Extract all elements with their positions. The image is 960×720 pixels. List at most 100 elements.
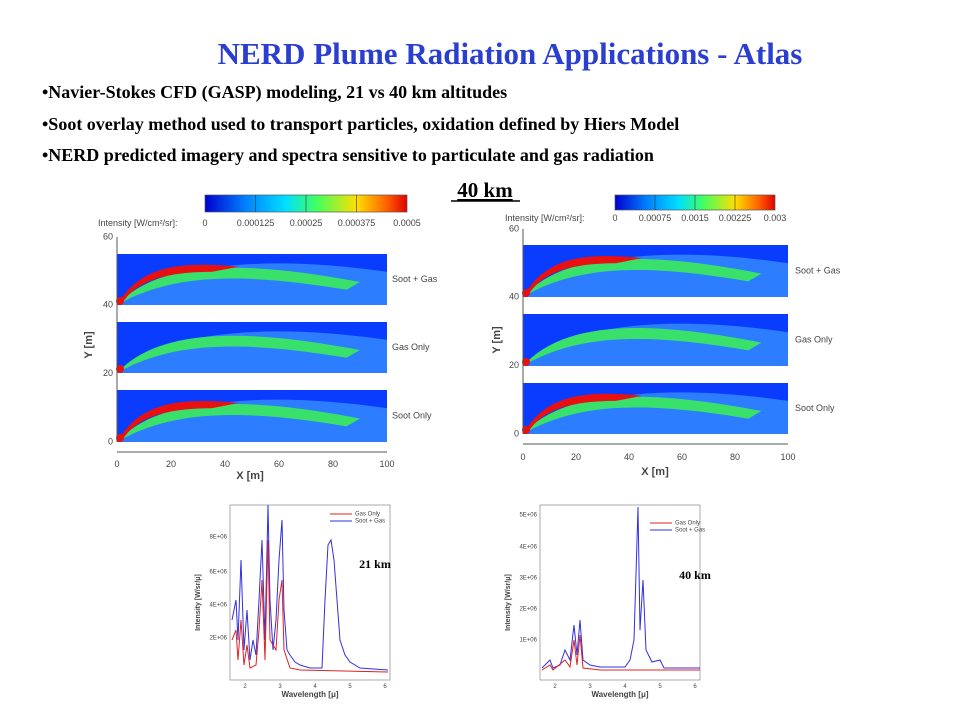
spectrum-curves [231, 504, 700, 673]
label: Intensity [W/cm²/sr]: [505, 213, 585, 223]
label: 5 [348, 684, 352, 690]
label: 6E+06 [209, 570, 227, 576]
plume [523, 396, 762, 434]
label: 60 [103, 231, 113, 241]
label: 6 [693, 684, 697, 690]
label: 0 [612, 213, 617, 223]
label: Intensity [W/sr/μ] [505, 574, 512, 631]
label: 3 [278, 684, 282, 690]
label: Gas Only [355, 512, 380, 518]
title: NERD Plume Radiation Applications - Atla… [218, 36, 803, 71]
label: 80 [730, 452, 740, 462]
contour-strip [522, 245, 788, 297]
plume [117, 267, 360, 305]
annotation: 40 km [679, 568, 711, 582]
center-label: 40 km [457, 178, 513, 202]
label: Soot Only [795, 403, 835, 413]
label: 0 [114, 459, 119, 469]
label: 0.00075 [639, 213, 672, 223]
contour-strip [116, 390, 387, 442]
label: Soot + Gas [675, 528, 705, 534]
label: Y [m] [83, 331, 95, 359]
plume-core [523, 393, 643, 434]
label: Gas Only [795, 334, 833, 344]
label: 0.0005 [393, 218, 421, 228]
plot-frame [229, 504, 391, 681]
label: Gas Only [392, 342, 430, 352]
label: 0.000375 [338, 218, 376, 228]
bullet: •Navier-Stokes CFD (GASP) modeling, 21 v… [42, 82, 507, 103]
plume [117, 403, 360, 442]
label: Soot + Gas [392, 274, 438, 284]
label: 0 [202, 218, 207, 228]
bullet: •NERD predicted imagery and spectra sens… [42, 145, 654, 165]
label: 6 [383, 684, 387, 690]
label: Wavelength [μ] [281, 690, 338, 699]
label: 40 [220, 459, 230, 469]
label: Intensity [W/sr/μ] [195, 574, 202, 631]
nozzle [522, 289, 530, 297]
label: 4E+06 [519, 545, 537, 551]
plume [523, 258, 762, 297]
label: Wavelength [μ] [591, 690, 648, 699]
label: 40 [624, 452, 634, 462]
label: 0.000125 [237, 218, 275, 228]
label: 2E+06 [209, 636, 227, 642]
label: 20 [166, 459, 176, 469]
plume [523, 327, 762, 366]
label: 5 [658, 684, 662, 690]
label: 40 [509, 292, 519, 302]
label: 4 [623, 684, 627, 690]
plume-core [117, 400, 239, 442]
label: 80 [328, 459, 338, 469]
annotation: 21 km [359, 557, 391, 571]
label: Soot Only [392, 410, 432, 420]
label: 2 [553, 684, 557, 690]
label: 100 [379, 459, 394, 469]
label: 0.0015 [681, 213, 709, 223]
contour-strip [522, 314, 788, 366]
label: 60 [274, 459, 284, 469]
plume-core [523, 255, 643, 297]
label: Y [m] [491, 326, 503, 354]
label: 2 [243, 684, 247, 690]
label: 5E+06 [519, 513, 537, 519]
contour-strip [522, 383, 788, 434]
label: 40 [103, 300, 113, 310]
nozzle [116, 297, 124, 305]
label: 0.00025 [290, 218, 323, 228]
label: 4 [313, 684, 317, 690]
label: Soot + Gas [355, 519, 385, 525]
label: 20 [509, 360, 519, 370]
label: 0 [108, 436, 113, 446]
label: 8E+06 [209, 535, 227, 541]
label: 3 [588, 684, 592, 690]
nozzle [522, 426, 530, 434]
contour-strip [116, 254, 387, 305]
label: 20 [103, 368, 113, 378]
label: 1E+06 [519, 638, 537, 644]
nozzle [116, 434, 124, 442]
label: 0 [514, 428, 519, 438]
label: 4E+06 [209, 603, 227, 609]
label: 20 [571, 452, 581, 462]
contour-strip [116, 322, 387, 373]
label: 0 [520, 452, 525, 462]
plume-core [117, 264, 239, 305]
label: 60 [677, 452, 687, 462]
plot-frame [539, 504, 701, 681]
label: Soot + Gas [795, 265, 841, 275]
label: 100 [780, 452, 795, 462]
label: 0.003 [764, 213, 787, 223]
label: Intensity [W/cm²/sr]: [98, 218, 178, 228]
nozzle [116, 365, 124, 373]
label: X [m] [236, 470, 264, 482]
label: 0.00225 [719, 213, 752, 223]
label: 60 [509, 223, 519, 233]
label: 2E+06 [519, 607, 537, 613]
plume [117, 335, 360, 373]
label: 3E+06 [519, 576, 537, 582]
bullet: •Soot overlay method used to transport p… [42, 114, 679, 134]
nozzle [522, 358, 530, 366]
